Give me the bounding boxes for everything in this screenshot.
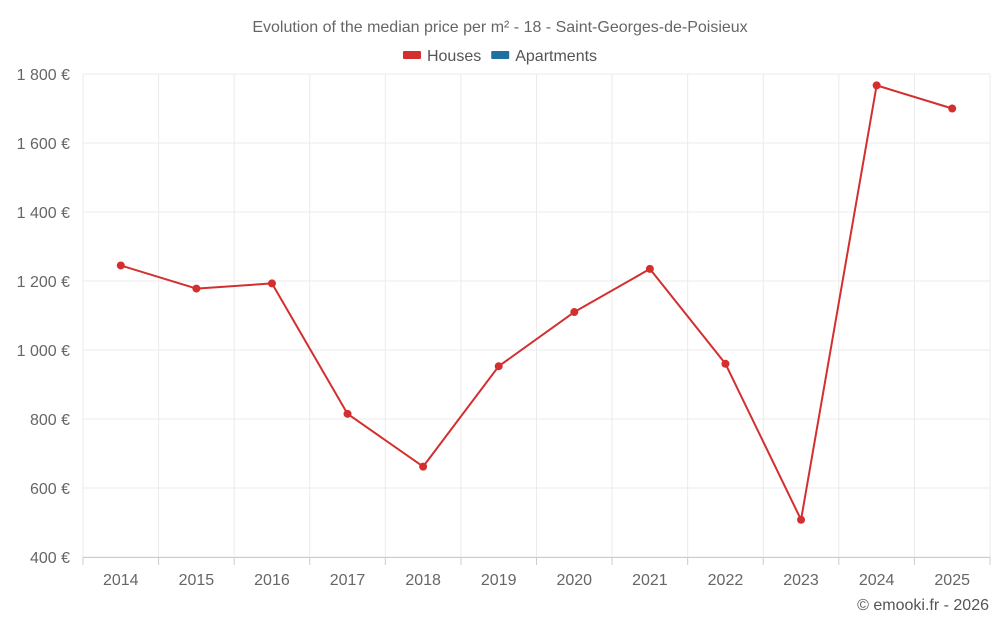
legend-item-houses[interactable]: Houses <box>402 48 481 65</box>
data-point[interactable] <box>267 279 276 288</box>
x-tick-label: 2023 <box>783 572 819 589</box>
series-layer <box>116 81 957 524</box>
data-point[interactable] <box>948 104 957 113</box>
data-point[interactable] <box>721 359 730 368</box>
legend-item-apartments[interactable]: Apartments <box>491 48 597 65</box>
legend-label: Apartments <box>515 48 597 65</box>
y-tick-label: 400 € <box>30 550 70 567</box>
legend-swatch <box>402 51 421 59</box>
axes: 2014 2015 2016 2017 2018 2019 2020 2021 2022 2023… <box>17 67 991 589</box>
data-point[interactable] <box>872 81 881 90</box>
y-tick-label: 1 400 € <box>17 205 70 222</box>
y-tick-label: 1 800 € <box>17 67 70 84</box>
x-tick-label: 2014 <box>103 572 139 589</box>
x-tick-label: 2017 <box>330 572 366 589</box>
data-point[interactable] <box>645 264 654 273</box>
data-point[interactable] <box>116 261 125 270</box>
grid <box>82 73 991 558</box>
data-point[interactable] <box>343 409 352 418</box>
legend-label: Houses <box>427 48 481 65</box>
data-point[interactable] <box>570 308 579 317</box>
data-point[interactable] <box>419 462 428 471</box>
x-tick-label: 2016 <box>254 572 290 589</box>
x-tick-label: 2021 <box>632 572 668 589</box>
x-tick-label: 2019 <box>481 572 517 589</box>
legend: Houses Apartments <box>402 48 597 65</box>
data-point[interactable] <box>797 515 806 524</box>
x-tick-label: 2025 <box>934 572 970 589</box>
x-tick-label: 2022 <box>708 572 744 589</box>
y-tick-label: 1 000 € <box>17 343 70 360</box>
data-point[interactable] <box>494 362 503 371</box>
y-tick-label: 600 € <box>30 481 70 498</box>
credit-text: © emooki.fr - 2026 <box>857 597 989 614</box>
chart-title: Evolution of the median price per m² - 1… <box>252 19 747 36</box>
series-line-houses <box>120 84 953 521</box>
legend-swatch <box>491 51 510 59</box>
y-tick-label: 1 200 € <box>17 274 70 291</box>
x-tick-label: 2018 <box>405 572 441 589</box>
y-tick-label: 1 600 € <box>17 136 70 153</box>
y-tick-label: 800 € <box>30 412 70 429</box>
data-point[interactable] <box>192 284 201 293</box>
x-tick-label: 2024 <box>859 572 895 589</box>
x-tick-label: 2015 <box>179 572 215 589</box>
x-tick-label: 2020 <box>556 572 592 589</box>
